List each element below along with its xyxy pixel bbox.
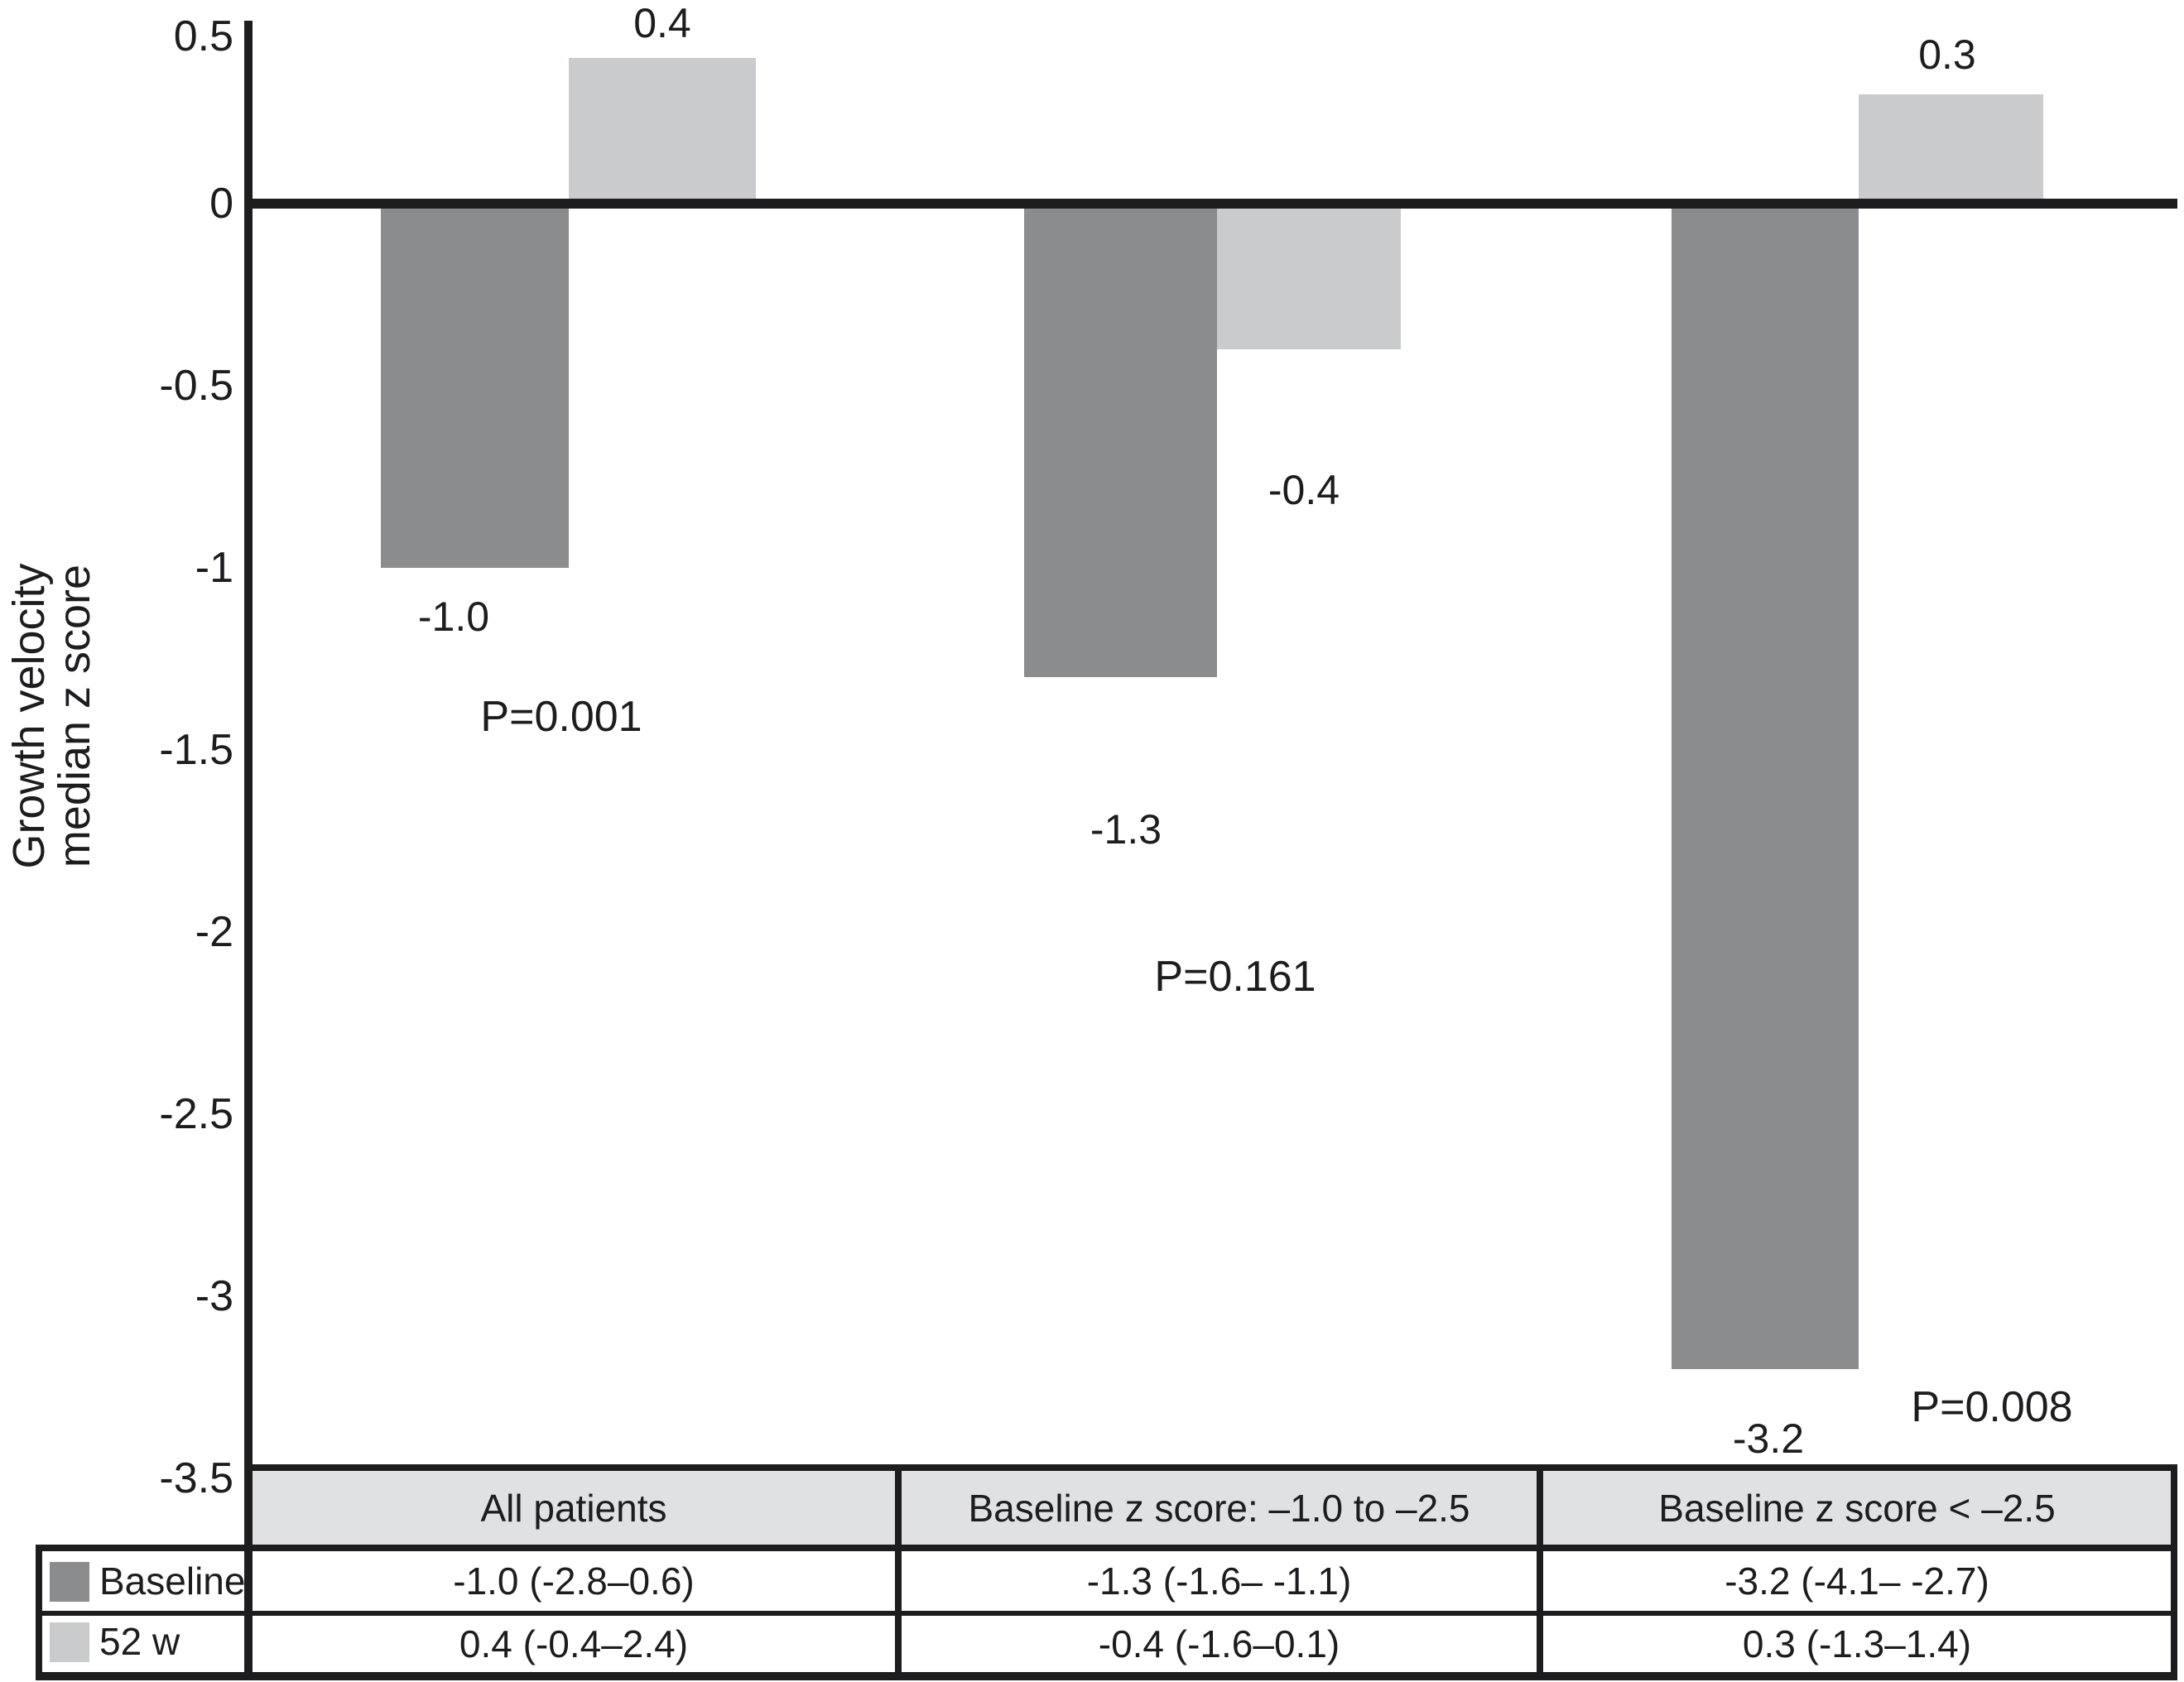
bar-52w-group2 [1217, 204, 1401, 349]
y-tick-label: -2 [195, 908, 233, 956]
y-tick-label: -3.5 [159, 1454, 233, 1502]
p-value-label: P=0.008 [1911, 1383, 2073, 1431]
zero-baseline-line [244, 199, 2177, 209]
table-header-col1: All patients [480, 1486, 667, 1530]
bar-52w-group3 [1859, 94, 2043, 204]
bar-52w-group1 [569, 58, 756, 204]
y-tick-label: -3 [195, 1272, 233, 1320]
bar-baseline-group1 [381, 204, 569, 568]
table-col-divider-1 [895, 1464, 902, 1680]
table-cell-52w-col1: 0.4 (-0.4–2.4) [459, 1622, 689, 1665]
legend-swatch-52w [50, 1622, 89, 1662]
y-tick-label: -0.5 [159, 362, 233, 410]
table-top-border [244, 1464, 2177, 1471]
legend-left-border [36, 1545, 42, 1680]
table-header-band [251, 1468, 2171, 1548]
legend-label-52w: 52 w [99, 1620, 180, 1663]
table-right-border [2171, 1464, 2177, 1680]
table-header-col2: Baseline z score: –1.0 to –2.5 [968, 1486, 1470, 1530]
y-tick-label: -1 [195, 544, 233, 592]
table-cell-52w-col2: -0.4 (-1.6–0.1) [1098, 1622, 1340, 1665]
baseline-value-label: -1.3 [1090, 806, 1162, 853]
y-tick-label: 0 [209, 180, 233, 228]
table-bottom-border [36, 1672, 2177, 1680]
week52-value-label: 0.3 [1918, 31, 1976, 78]
p-value-label: P=0.161 [1154, 953, 1316, 1001]
table-cell-baseline-col1: -1.0 (-2.8–0.6) [453, 1559, 695, 1603]
table-row-divider [36, 1611, 2177, 1616]
bar-baseline-group2 [1024, 204, 1217, 677]
table-col-divider-2 [1537, 1464, 1543, 1680]
p-value-label: P=0.001 [480, 693, 642, 741]
table-header-col3: Baseline z score < –2.5 [1658, 1486, 2056, 1530]
table-cell-52w-col3: 0.3 (-1.3–1.4) [1742, 1622, 1972, 1665]
week52-value-label: -0.4 [1268, 467, 1340, 513]
y-axis-line [244, 21, 253, 1680]
table-cell-baseline-col3: -3.2 (-4.1– -2.7) [1725, 1559, 1989, 1603]
week52-value-label: 0.4 [633, 0, 691, 46]
y-tick-label: 0.5 [173, 12, 233, 60]
legend-swatch-baseline [50, 1562, 89, 1602]
table-cell-baseline-col2: -1.3 (-1.6– -1.1) [1086, 1559, 1352, 1603]
baseline-value-label: -3.2 [1732, 1415, 1805, 1462]
legend-label-baseline: Baseline [99, 1559, 246, 1603]
baseline-value-label: -1.0 [417, 594, 490, 640]
table-header-divider [36, 1545, 2177, 1551]
y-tick-label: -2.5 [159, 1090, 233, 1138]
bar-baseline-group3 [1672, 204, 1859, 1369]
y-tick-label: -1.5 [159, 726, 233, 774]
